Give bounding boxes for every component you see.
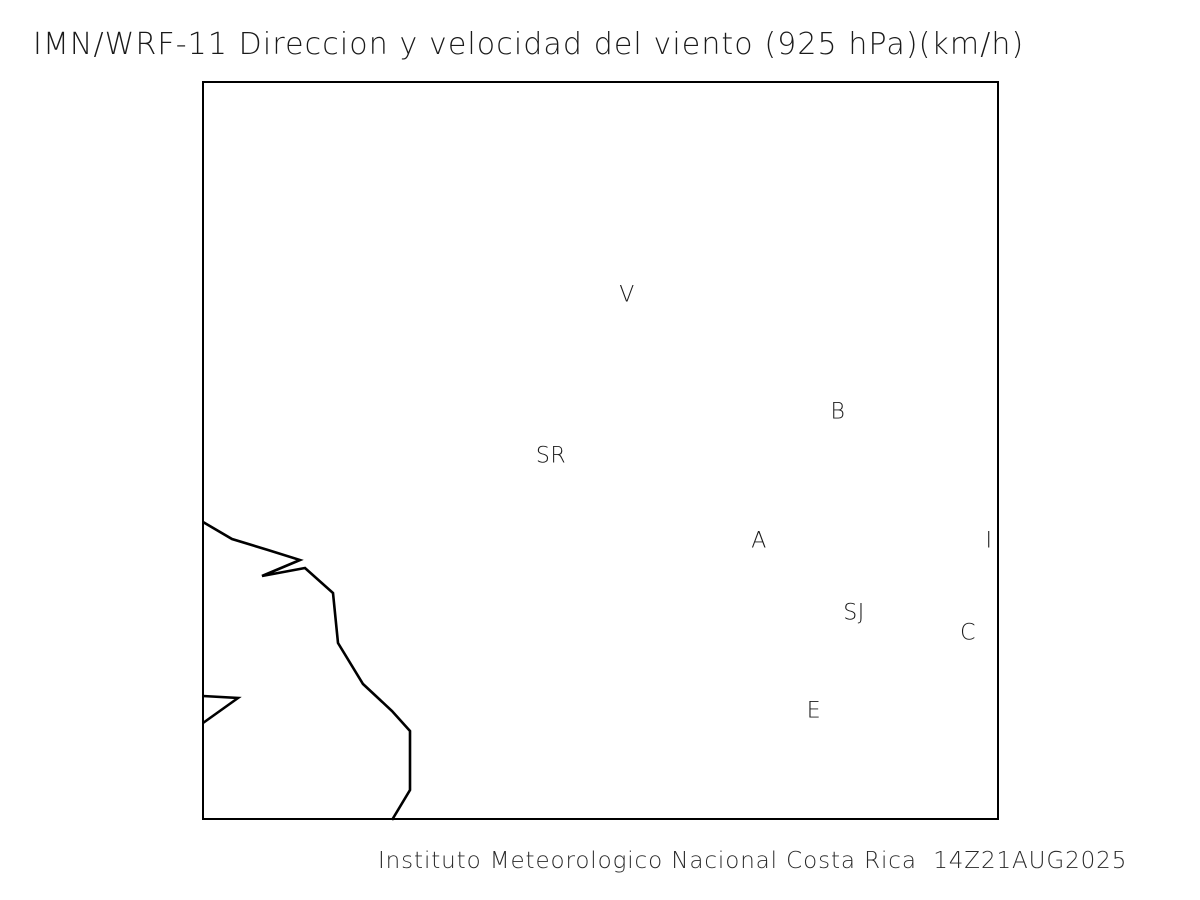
station-label-a: A — [751, 528, 767, 554]
station-label-b: B — [830, 399, 846, 425]
station-label-c: C — [960, 620, 976, 646]
station-label-v: V — [619, 282, 635, 308]
station-label-i: I — [985, 528, 993, 554]
footer-attribution: Instituto Meteorologico Nacional Costa R… — [378, 848, 1128, 874]
station-label-e: E — [806, 698, 822, 724]
station-label-sr: SR — [535, 443, 567, 469]
page-title: IMN/WRF-11 Direccion y velocidad del vie… — [33, 27, 1025, 62]
map-frame — [202, 81, 999, 820]
station-label-sj: SJ — [843, 600, 865, 626]
